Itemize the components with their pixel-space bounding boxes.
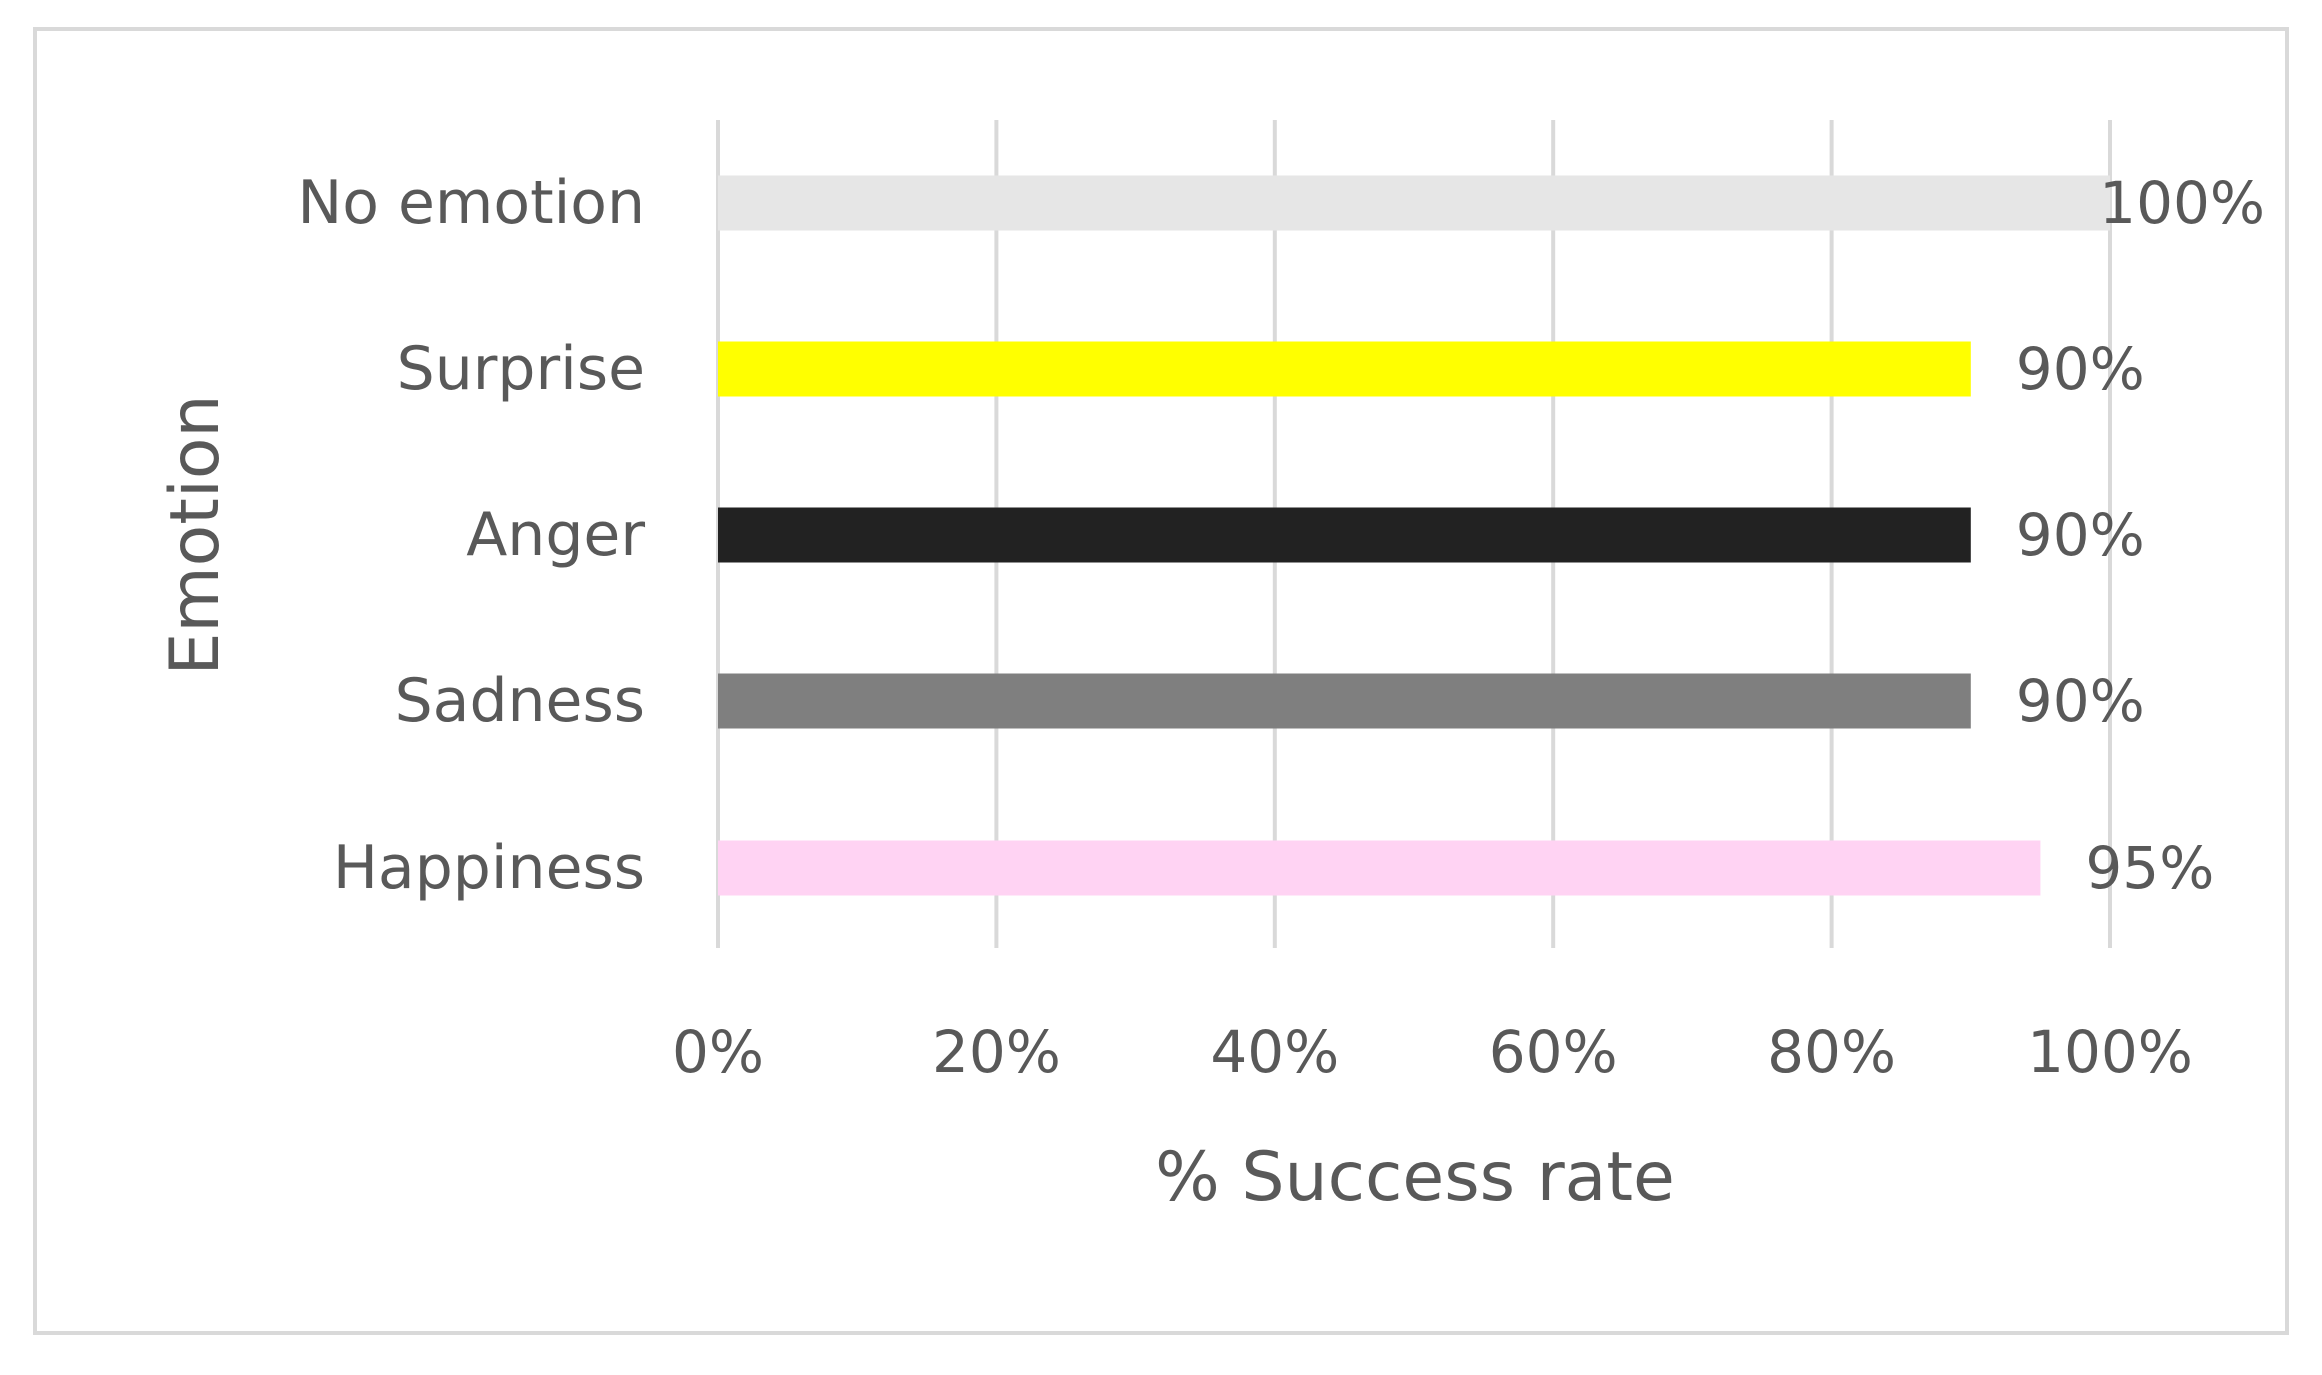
x-tick-label: 100% (2027, 1018, 2193, 1086)
data-label: 90% (2016, 335, 2145, 403)
x-tick-label: 80% (1767, 1018, 1896, 1086)
data-label: 90% (2016, 667, 2145, 735)
x-tick-label: 60% (1489, 1018, 1618, 1086)
data-label: 95% (2085, 834, 2214, 902)
x-tick-labels: 0% 20% 40% 60% 80% 100% (672, 1018, 2193, 1086)
bar (718, 840, 2041, 896)
bar (718, 341, 1971, 397)
category-labels: No emotion Surprise Anger Sadness Happiness (297, 168, 645, 903)
data-labels: 100% 90% 90% 90% 95% (2016, 169, 2265, 902)
category-label: No emotion (297, 168, 645, 238)
x-axis-title: % Success rate (1155, 1138, 1675, 1217)
category-label: Surprise (397, 334, 645, 404)
x-tick-label: 20% (932, 1018, 1061, 1086)
bar (718, 175, 2110, 231)
category-label: Anger (466, 500, 645, 570)
bars (718, 175, 2110, 896)
bar (718, 507, 1971, 563)
data-label: 100% (2099, 169, 2265, 237)
x-tick-label: 0% (672, 1018, 764, 1086)
bar (718, 673, 1971, 729)
category-label: Sadness (395, 666, 645, 736)
data-label: 90% (2016, 501, 2145, 569)
category-label: Happiness (333, 833, 645, 903)
x-tick-label: 40% (1210, 1018, 1339, 1086)
y-axis-title: Emotion (156, 394, 235, 675)
